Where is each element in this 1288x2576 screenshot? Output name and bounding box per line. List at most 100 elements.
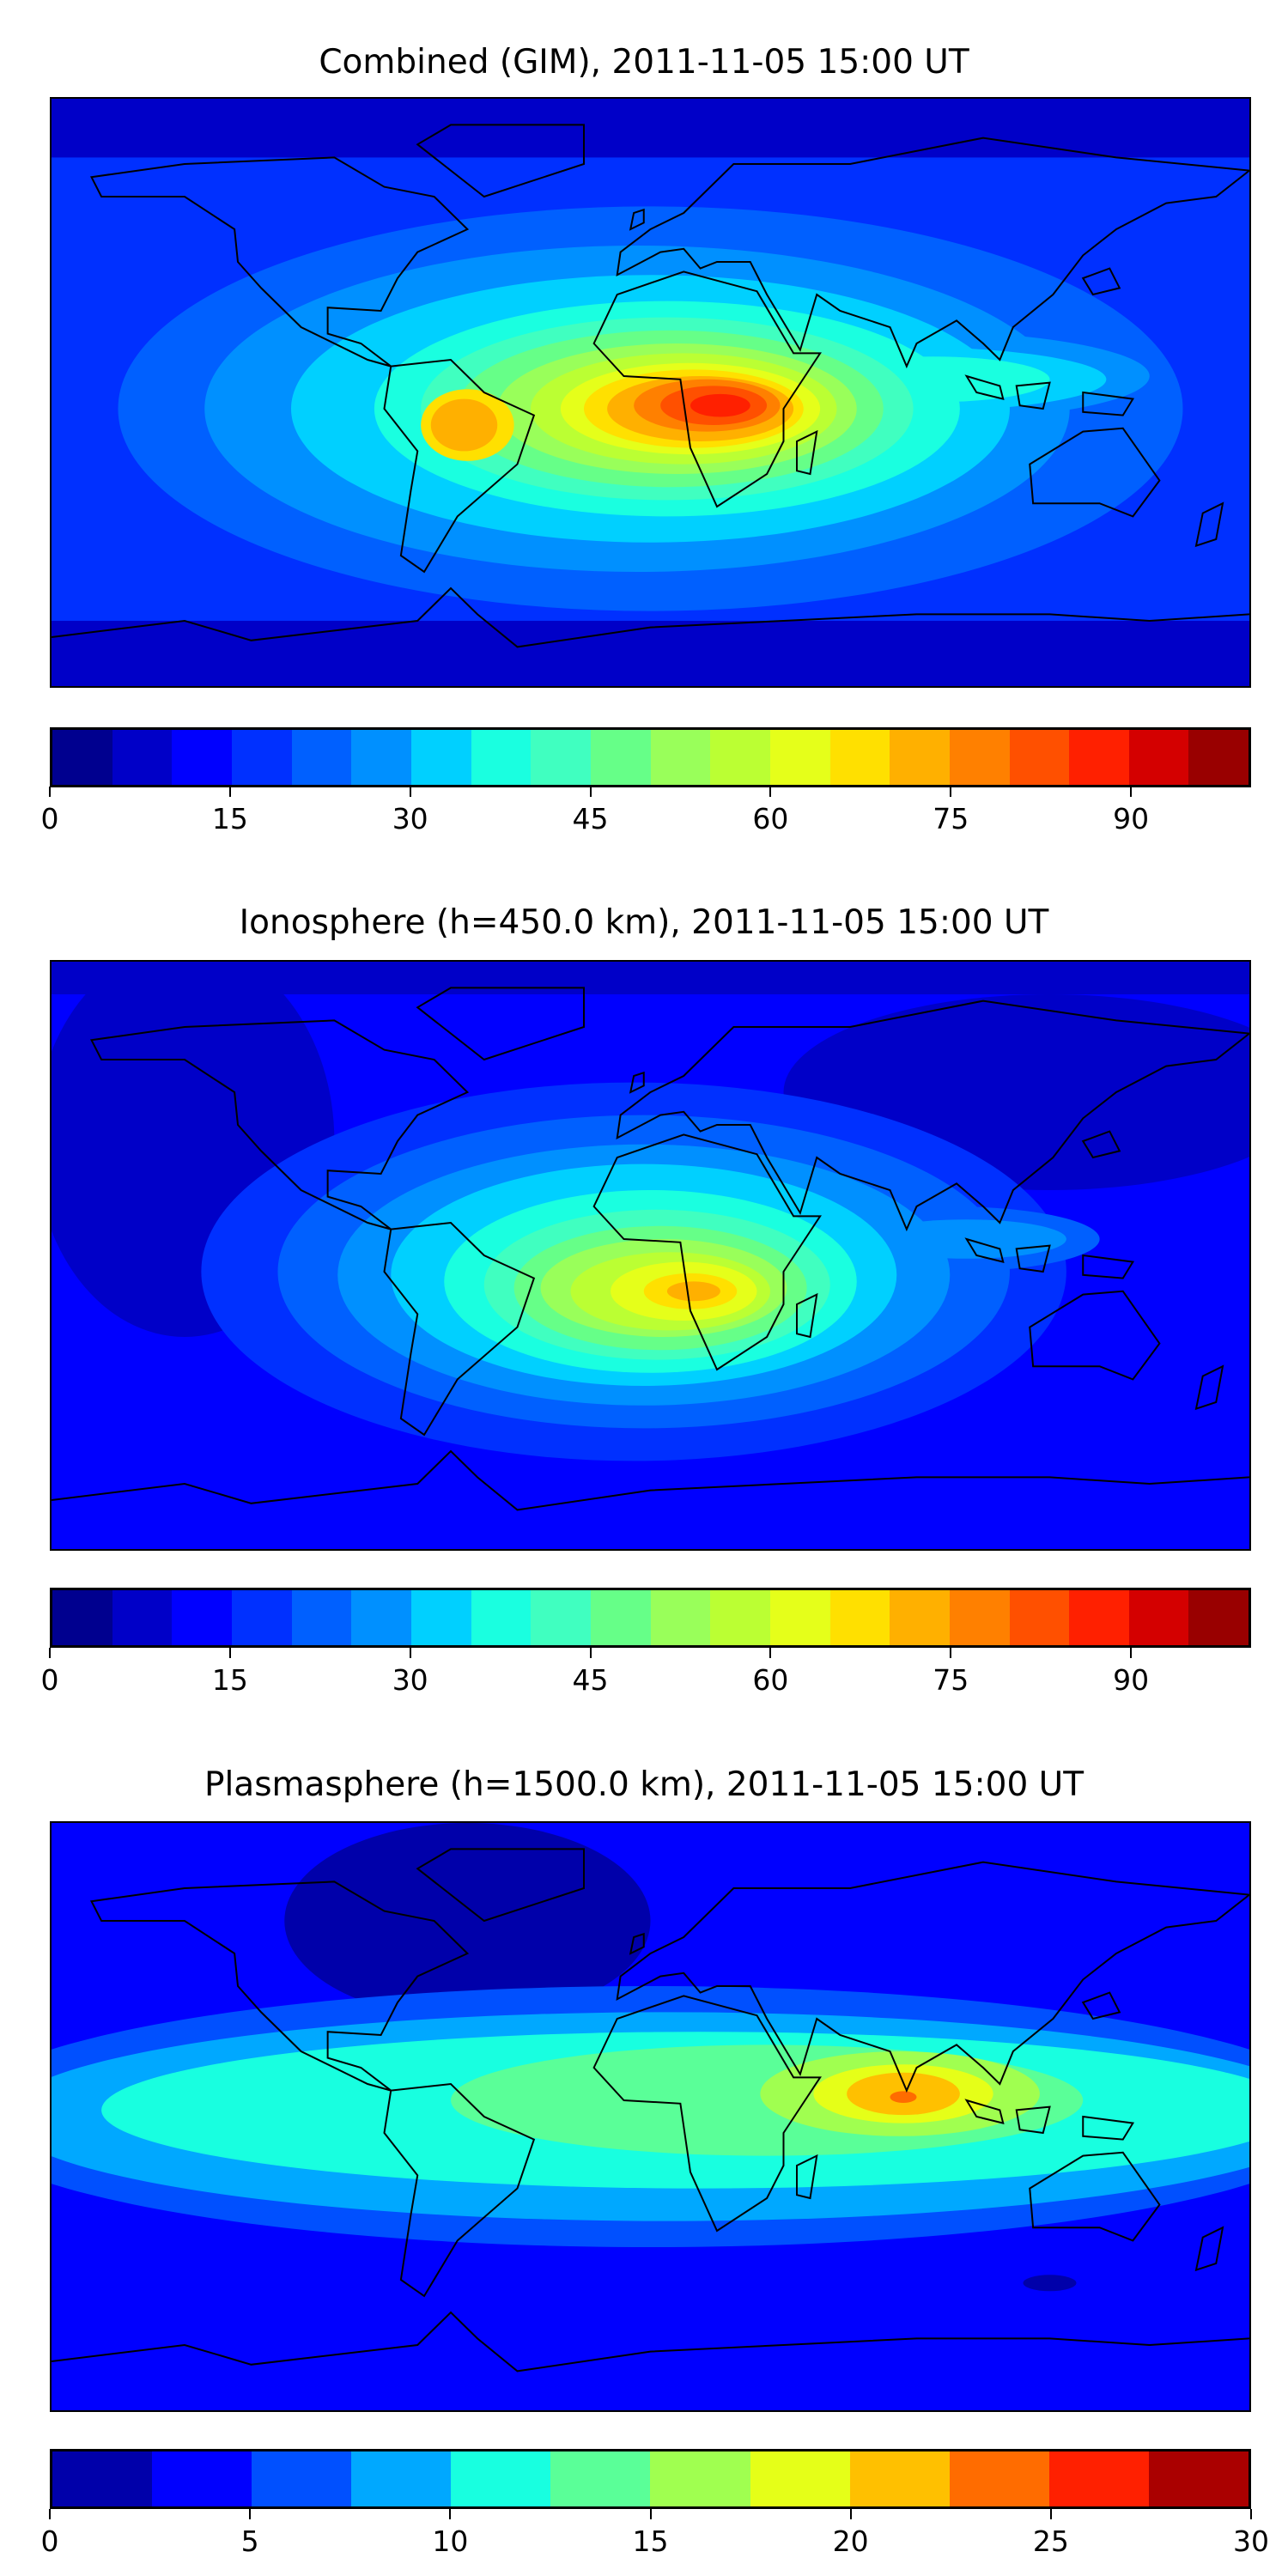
tick-mark: [849, 2509, 852, 2519]
colorbar-segment: [750, 2451, 850, 2506]
colorbar-segment: [949, 730, 1010, 785]
tick-mark: [1049, 2509, 1052, 2519]
contour-level: [52, 621, 1249, 686]
contour-level: [890, 2091, 917, 2104]
map-combined-gim: [50, 97, 1251, 688]
tick-label: 90: [1113, 1663, 1150, 1697]
contour-level: [52, 962, 1249, 994]
colorbar-segment: [1128, 1590, 1189, 1645]
tick-mark: [228, 787, 231, 797]
colorbar-segment: [1069, 1590, 1129, 1645]
colorbar-segment: [590, 1590, 651, 1645]
tick-mark: [950, 787, 952, 797]
colorbar-segment: [291, 730, 352, 785]
colorbar-segment: [451, 2451, 551, 2506]
tick-mark: [249, 2509, 252, 2519]
colorbar-ticks-ionosphere: 0 15 30 45 60 75 90: [41, 1648, 1251, 1699]
colorbar-segment: [1069, 730, 1129, 785]
colorbar-segment: [351, 2451, 452, 2506]
tick-mark: [228, 1648, 231, 1658]
colorbar-segment: [769, 1590, 830, 1645]
tick-label: 60: [752, 1663, 789, 1697]
colorbar-segment: [890, 730, 950, 785]
tick-label: 45: [572, 802, 609, 835]
contour-map-plasmasphere: [52, 1823, 1249, 2410]
tick-mark: [649, 2509, 652, 2519]
colorbar-combined: [50, 727, 1251, 787]
contour-level: [666, 1281, 720, 1302]
colorbar-segment: [1188, 730, 1249, 785]
tick-mark: [49, 2509, 51, 2519]
colorbar-segment: [1128, 730, 1189, 785]
tick-mark: [769, 1648, 772, 1658]
colorbar-segment: [650, 2451, 750, 2506]
tick-label: 30: [392, 1663, 428, 1697]
map-title-plasmasphere: Plasmasphere (h=1500.0 km), 2011-11-05 1…: [204, 1765, 1084, 1804]
colorbar-segment: [291, 1590, 352, 1645]
colorbar-ionosphere: [50, 1588, 1251, 1648]
colorbar-segment: [231, 730, 292, 785]
tick-mark: [950, 1648, 952, 1658]
contour-level: [284, 1823, 651, 2019]
tick-label: 15: [211, 1663, 248, 1697]
tick-label: 0: [40, 1663, 59, 1697]
colorbar-plasmasphere: [50, 2449, 1251, 2509]
tick-label: 15: [632, 2524, 669, 2558]
colorbar-segment: [531, 1590, 591, 1645]
colorbar-segment: [949, 1590, 1010, 1645]
tick-label: 15: [211, 802, 248, 835]
tick-label: 75: [933, 802, 969, 835]
colorbar-segment: [471, 1590, 532, 1645]
tick-mark: [49, 1648, 51, 1658]
map-title-ionosphere: Ionosphere (h=450.0 km), 2011-11-05 15:0…: [239, 903, 1049, 942]
colorbar-segment: [351, 1590, 411, 1645]
colorbar-segment: [172, 1590, 232, 1645]
map-plasmasphere: [50, 1821, 1251, 2412]
tick-label: 10: [432, 2524, 469, 2558]
colorbar-segment: [849, 2451, 950, 2506]
tick-label: 20: [832, 2524, 869, 2558]
colorbar-segment: [471, 730, 532, 785]
tick-label: 0: [40, 2524, 59, 2558]
map-title-combined: Combined (GIM), 2011-11-05 15:00 UT: [319, 43, 969, 82]
colorbar-segment: [410, 1590, 471, 1645]
tick-label: 30: [1233, 2524, 1269, 2558]
colorbar-segment: [112, 730, 173, 785]
colorbar-segment: [172, 730, 232, 785]
colorbar-segment: [650, 1590, 711, 1645]
colorbar-segment: [949, 2451, 1049, 2506]
tick-label: 60: [752, 802, 789, 835]
colorbar-segment: [650, 730, 711, 785]
colorbar-segment: [890, 1590, 950, 1645]
contour-map-ionosphere: [52, 962, 1249, 1549]
contour-level: [1023, 2275, 1077, 2292]
tick-mark: [1130, 787, 1133, 797]
tick-mark: [409, 1648, 411, 1658]
colorbar-segment: [52, 2451, 153, 2506]
tick-mark: [49, 787, 51, 797]
tick-label: 0: [40, 802, 59, 835]
colorbar-segment: [1048, 2451, 1149, 2506]
colorbar-segment: [710, 1590, 770, 1645]
colorbar-segment: [550, 2451, 651, 2506]
contour-level: [52, 99, 1249, 158]
tick-label: 30: [392, 802, 428, 835]
contour-level: [690, 393, 750, 417]
colorbar-segment: [152, 2451, 252, 2506]
tick-mark: [1130, 1648, 1133, 1658]
tick-mark: [769, 787, 772, 797]
tick-label: 5: [240, 2524, 259, 2558]
tick-label: 75: [933, 1663, 969, 1697]
tick-mark: [589, 1648, 592, 1658]
colorbar-segment: [829, 730, 890, 785]
colorbar-segment: [1188, 1590, 1249, 1645]
colorbar-segment: [590, 730, 651, 785]
tick-mark: [1250, 2509, 1252, 2519]
contour-map-combined: [52, 99, 1249, 686]
colorbar-segment: [769, 730, 830, 785]
colorbar-ticks-plasmasphere: 0 5 10 15 20 25 30: [41, 2509, 1269, 2561]
colorbar-segment: [1148, 2451, 1249, 2506]
map-ionosphere: [50, 960, 1251, 1551]
colorbar-segment: [231, 1590, 292, 1645]
colorbar-segment: [1009, 730, 1070, 785]
